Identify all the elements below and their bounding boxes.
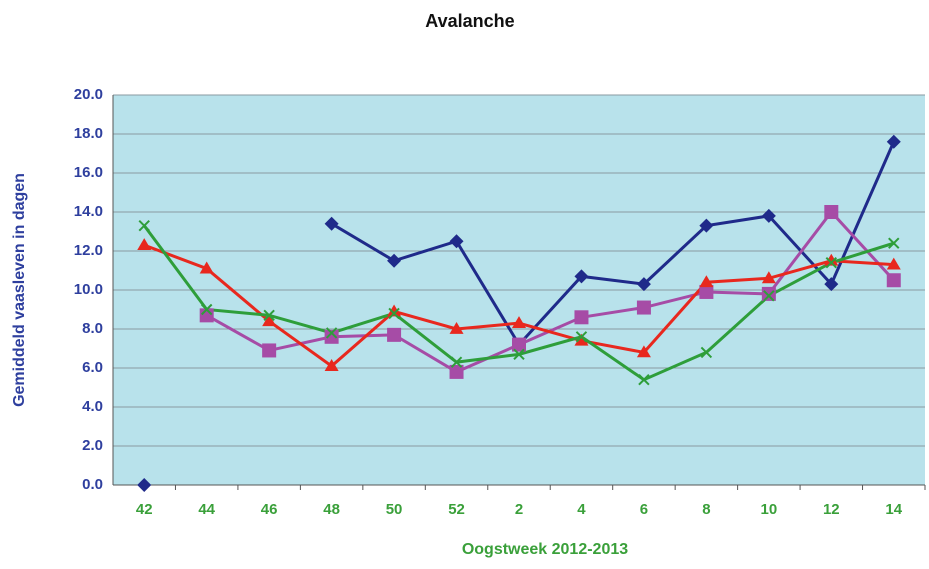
marker	[575, 331, 588, 343]
marker	[636, 277, 651, 292]
y-axis-label: Gemiddeld vaasleven in dagen	[11, 173, 28, 407]
marker	[761, 286, 776, 301]
marker	[199, 261, 214, 274]
marker	[324, 216, 339, 231]
marker	[886, 134, 901, 149]
marker	[761, 271, 776, 284]
marker	[824, 205, 839, 219]
x-tick-label: 44	[198, 501, 215, 518]
marker	[636, 345, 651, 358]
x-tick-label: 8	[702, 501, 710, 518]
marker	[449, 322, 464, 334]
y-tick-label: 20.0	[74, 86, 103, 103]
marker	[638, 373, 650, 386]
marker	[324, 329, 339, 344]
marker	[449, 364, 464, 379]
marker	[200, 303, 213, 316]
marker	[574, 333, 589, 346]
x-tick-label: 52	[448, 501, 465, 518]
marker	[825, 256, 838, 269]
x-tick-label: 50	[386, 501, 403, 518]
marker	[450, 356, 463, 368]
marker	[388, 307, 400, 320]
y-tick-label: 0.0	[82, 476, 103, 493]
marker	[699, 275, 714, 288]
marker	[574, 269, 589, 284]
marker	[888, 237, 900, 249]
x-tick-label: 6	[640, 501, 648, 518]
marker	[886, 257, 901, 270]
marker	[700, 346, 713, 359]
marker	[699, 218, 714, 233]
x-tick-label: 10	[761, 501, 778, 518]
marker	[137, 478, 152, 492]
marker	[263, 309, 275, 322]
marker	[513, 348, 525, 361]
marker	[886, 273, 901, 288]
marker	[387, 304, 402, 317]
marker	[763, 290, 775, 302]
y-tick-label: 16.0	[74, 164, 103, 181]
marker	[824, 277, 839, 292]
y-tick-label: 4.0	[82, 398, 103, 415]
marker	[512, 316, 526, 329]
marker	[138, 219, 150, 232]
marker	[137, 238, 152, 251]
marker	[449, 234, 464, 249]
marker	[512, 337, 526, 352]
marker	[262, 343, 277, 358]
y-tick-label: 6.0	[82, 359, 103, 376]
y-tick-label: 12.0	[74, 242, 103, 259]
x-axis-label: Oogstweek 2012-2013	[462, 541, 628, 558]
x-tick-label: 48	[323, 501, 340, 518]
x-tick-label: 46	[261, 501, 278, 518]
marker	[761, 208, 776, 223]
marker	[636, 300, 651, 315]
marker	[699, 284, 714, 299]
y-tick-label: 10.0	[74, 281, 103, 298]
marker	[325, 327, 338, 339]
marker	[262, 314, 277, 327]
series-line	[330, 141, 896, 348]
marker	[824, 253, 839, 266]
x-tick-label: 4	[577, 501, 586, 518]
x-tick-label: 14	[885, 501, 902, 518]
marker	[387, 253, 402, 268]
x-tick-label: 42	[136, 501, 153, 518]
x-tick-label: 12	[823, 501, 840, 518]
y-tick-label: 18.0	[74, 125, 103, 142]
marker	[387, 327, 402, 342]
y-tick-label: 14.0	[74, 203, 103, 220]
chart-title: Avalanche	[425, 11, 514, 31]
x-tick-label: 2	[515, 501, 523, 518]
marker	[324, 359, 339, 371]
y-tick-label: 8.0	[82, 320, 103, 337]
y-tick-label: 2.0	[82, 437, 103, 454]
marker	[574, 310, 589, 325]
